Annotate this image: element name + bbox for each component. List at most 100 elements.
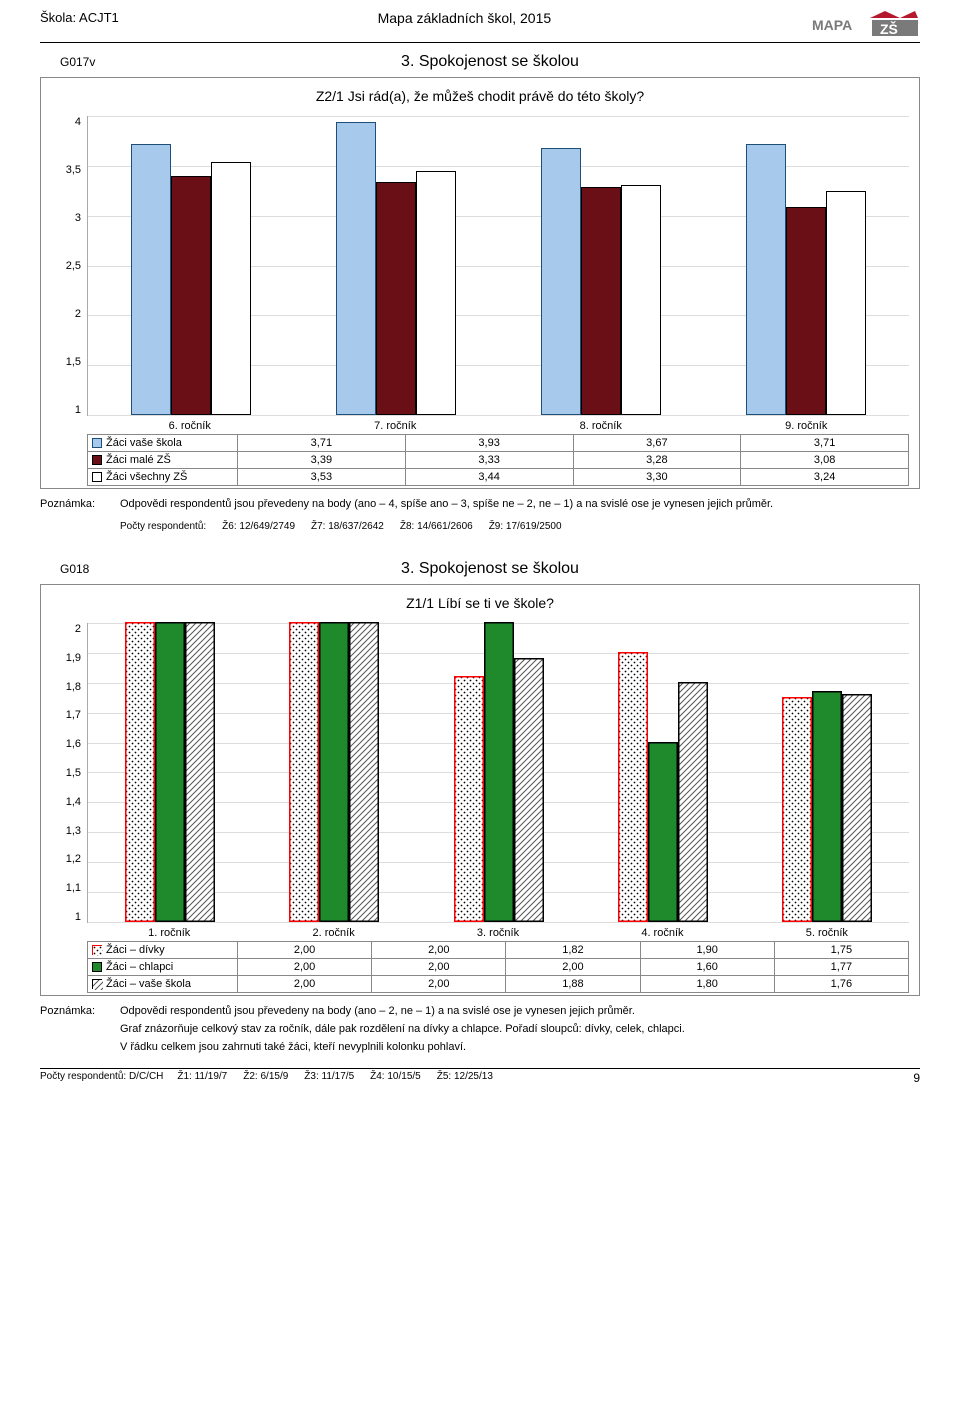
table-cell: 3,30 [573,469,741,486]
table-cell: 1,77 [774,958,908,975]
note-text: Graf znázorňuje celkový stav za ročník, … [120,1022,920,1038]
ytick-label: 1,6 [51,738,81,750]
respondent-item: Ž8: 14/661/2606 [400,521,473,532]
chart2-title: Z1/1 Líbí se ti ve škole? [51,595,909,611]
bar-group [581,623,745,922]
ytick-label: 1,3 [51,825,81,837]
respondent-item: Ž7: 18/637/2642 [311,521,384,532]
bar [581,187,621,415]
bar [484,622,514,922]
table-cell: 2,00 [372,941,506,958]
bar [514,658,544,922]
footer-row: Počty respondentů: D/C/CH Ž1: 11/19/7 Ž2:… [40,1068,920,1085]
xtick-label: 8. ročník [498,420,704,432]
table-cell: 2,00 [238,941,372,958]
section2-notes: Poznámka:Odpovědi respondentů jsou převe… [40,1004,920,1056]
table-row: Žáci všechny ZŠ3,533,443,303,24 [88,469,909,486]
table-cell: 1,76 [774,975,908,992]
bar [842,694,872,922]
school-label: Škola: ACJT1 [40,10,119,25]
ytick-label: 3 [51,212,81,224]
respondents2-label: Počty respondentů: D/C/CH [40,1071,163,1085]
bar [125,622,155,922]
note-text: Odpovědi respondentů jsou převedeny na b… [120,497,920,513]
bar [155,622,185,922]
respondent-item: Ž6: 12/649/2749 [222,521,295,532]
respondent-item: Ž4: 10/15/5 [370,1071,421,1082]
bar-group [88,116,293,415]
svg-text:ZŠ: ZŠ [880,20,898,37]
bar [618,652,648,922]
bar [289,622,319,922]
ytick-label: 2 [51,308,81,320]
respondent-item: Ž5: 12/25/13 [437,1071,493,1082]
chart2-box: Z1/1 Líbí se ti ve škole? 2 1,9 1,8 1,7 1,6 1… [40,584,920,996]
svg-text:MAPA: MAPA [812,17,852,33]
ytick-label: 2 [51,623,81,635]
ytick-label: 1,9 [51,652,81,664]
xtick-label: 7. ročník [293,420,499,432]
chart1-plot [87,116,909,416]
page-number: 9 [913,1071,920,1085]
bar [319,622,349,922]
bar [812,691,842,922]
series-label: Žáci všechny ZŠ [106,471,187,483]
ytick-label: 1,4 [51,796,81,808]
chart1-title: Z2/1 Jsi rád(a), že můžeš chodit právě d… [51,88,909,104]
table-cell: 3,39 [238,452,406,469]
section1-title: 3. Spokojenost se školou [140,53,840,71]
ytick-label: 1 [51,911,81,923]
section2-header: G018 3. Spokojenost se školou [60,560,920,578]
chart1-box: Z2/1 Jsi rád(a), že můžeš chodit právě d… [40,77,920,489]
chart2-table: Žáci – dívky2,002,001,821,901,75Žáci – c… [87,941,909,993]
xtick-label: 6. ročník [87,420,293,432]
ytick-label: 1,5 [51,767,81,779]
chart2-plot [87,623,909,923]
table-cell: 1,90 [640,941,774,958]
xtick-label: 5. ročník [745,927,909,939]
bar [541,148,581,415]
respondent-item: Ž3: 11/17/5 [304,1071,354,1082]
respondent-item: Ž9: 17/619/2500 [489,521,562,532]
respondent-item: Ž2: 6/15/9 [243,1071,288,1082]
table-row: Žáci vaše škola3,713,933,673,71 [88,435,909,452]
bar [349,622,379,922]
table-cell: 3,93 [405,435,573,452]
bar [746,144,786,415]
respondent-item: Ž1: 11/19/7 [177,1071,227,1082]
bar [621,185,661,415]
legend-swatch [92,455,102,465]
table-cell: 3,53 [238,469,406,486]
section1-note: Poznámka: Odpovědi respondentů jsou přev… [40,497,920,513]
bar-group [704,116,909,415]
bar [678,682,708,922]
ytick-label: 1,8 [51,681,81,693]
table-cell: 1,82 [506,941,640,958]
ytick-label: 4 [51,116,81,128]
table-cell: 3,28 [573,452,741,469]
note-label [40,1022,120,1038]
bar [648,742,678,922]
bar-group [293,116,498,415]
bar [211,162,251,415]
series-label: Žáci – vaše škola [106,978,191,990]
table-cell: 2,00 [372,958,506,975]
bar-group [416,623,580,922]
ytick-label: 1,7 [51,709,81,721]
table-cell: 3,71 [238,435,406,452]
xtick-label: 3. ročník [416,927,580,939]
bar [185,622,215,922]
table-cell: 3,33 [405,452,573,469]
note-text: Odpovědi respondentů jsou převedeny na b… [120,1004,920,1020]
table-cell: 2,00 [372,975,506,992]
legend-swatch [92,945,102,955]
bar [454,676,484,922]
legend-swatch [92,438,102,448]
ytick-label: 1,1 [51,882,81,894]
table-row: Žáci malé ZŠ3,393,333,283,08 [88,452,909,469]
series-label: Žáci malé ZŠ [106,454,171,466]
table-cell: 1,75 [774,941,908,958]
series-label: Žáci – chlapci [106,961,173,973]
page-header: Škola: ACJT1 Mapa základních škol, 2015 … [40,10,920,43]
chart1-yaxis: 43,532,521,51 [51,116,87,416]
